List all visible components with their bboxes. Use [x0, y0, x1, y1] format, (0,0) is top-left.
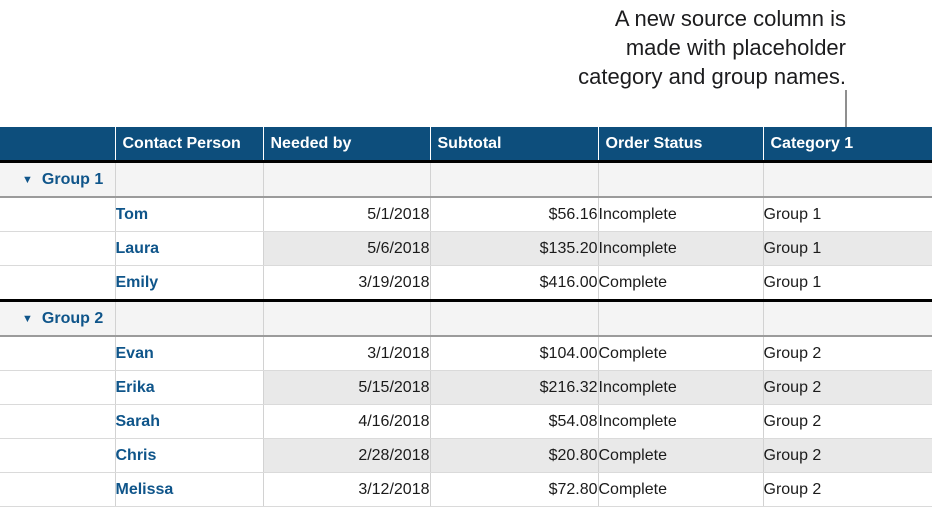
- category-cell[interactable]: Group 2: [763, 404, 932, 439]
- order-status-cell[interactable]: Complete: [598, 472, 764, 507]
- callout-pointer-line: [845, 90, 847, 127]
- column-header-category-1[interactable]: Category 1: [763, 127, 932, 163]
- callout-line-1: A new source column is: [614, 6, 846, 31]
- row-header-cell[interactable]: [0, 231, 116, 266]
- row-header-cell[interactable]: [0, 404, 116, 439]
- contact-cell[interactable]: Melissa: [115, 472, 264, 507]
- group-empty-cell[interactable]: [115, 161, 264, 198]
- category-cell[interactable]: Group 2: [763, 438, 932, 473]
- row-header-cell[interactable]: [0, 265, 116, 301]
- group-label-cell[interactable]: ▼ Group 2: [0, 299, 116, 337]
- group-empty-cell[interactable]: [598, 161, 764, 198]
- table-row: Erika 5/15/2018 $216.32 Incomplete Group 2: [0, 370, 932, 405]
- category-cell[interactable]: Group 1: [763, 265, 932, 301]
- needed-by-cell[interactable]: 4/16/2018: [263, 404, 431, 439]
- category-cell[interactable]: Group 1: [763, 197, 932, 232]
- category-cell[interactable]: Group 2: [763, 336, 932, 371]
- callout-annotation: A new source column is made with placeho…: [578, 4, 846, 91]
- category-cell[interactable]: Group 2: [763, 370, 932, 405]
- needed-by-cell[interactable]: 3/1/2018: [263, 336, 431, 371]
- order-status-cell[interactable]: Incomplete: [598, 404, 764, 439]
- group-empty-cell[interactable]: [263, 299, 431, 337]
- disclosure-triangle-icon[interactable]: ▼: [22, 312, 33, 325]
- group-header-row: ▼ Group 2: [0, 299, 932, 337]
- table-row: Chris 2/28/2018 $20.80 Complete Group 2: [0, 438, 932, 473]
- group-label: Group 2: [41, 309, 104, 327]
- needed-by-cell[interactable]: 2/28/2018: [263, 438, 431, 473]
- subtotal-cell[interactable]: $104.00: [430, 336, 599, 371]
- group-label-cell[interactable]: ▼ Group 1: [0, 161, 116, 198]
- subtotal-cell[interactable]: $216.32: [430, 370, 599, 405]
- column-header-subtotal[interactable]: Subtotal: [430, 127, 599, 163]
- table-row: Emily 3/19/2018 $416.00 Complete Group 1: [0, 265, 932, 301]
- table-row: Sarah 4/16/2018 $54.08 Incomplete Group 2: [0, 404, 932, 439]
- column-header-needed-by[interactable]: Needed by: [263, 127, 431, 163]
- needed-by-cell[interactable]: 5/1/2018: [263, 197, 431, 232]
- table-body: ▼ Group 1 Tom 5/1/2018 $56.16 Incomplete Group…: [0, 161, 932, 507]
- callout-line-2: made with placeholder: [625, 35, 846, 60]
- group-empty-cell[interactable]: [598, 299, 764, 337]
- column-header-row-handle[interactable]: [0, 127, 116, 163]
- row-header-cell[interactable]: [0, 370, 116, 405]
- subtotal-cell[interactable]: $54.08: [430, 404, 599, 439]
- subtotal-cell[interactable]: $416.00: [430, 265, 599, 301]
- row-header-cell[interactable]: [0, 197, 116, 232]
- group-empty-cell[interactable]: [763, 299, 932, 337]
- order-status-cell[interactable]: Complete: [598, 265, 764, 301]
- group-empty-cell[interactable]: [263, 161, 431, 198]
- group-empty-cell[interactable]: [430, 161, 599, 198]
- subtotal-cell[interactable]: $56.16: [430, 197, 599, 232]
- order-status-cell[interactable]: Complete: [598, 336, 764, 371]
- column-header-contact-person[interactable]: Contact Person: [115, 127, 264, 163]
- subtotal-cell[interactable]: $20.80: [430, 438, 599, 473]
- order-status-cell[interactable]: Incomplete: [598, 197, 764, 232]
- callout-line-3: category and group names.: [578, 64, 846, 89]
- order-status-cell[interactable]: Incomplete: [598, 370, 764, 405]
- table-row: Evan 3/1/2018 $104.00 Complete Group 2: [0, 336, 932, 371]
- subtotal-cell[interactable]: $135.20: [430, 231, 599, 266]
- order-status-cell[interactable]: Complete: [598, 438, 764, 473]
- contact-cell[interactable]: Emily: [115, 265, 264, 301]
- subtotal-cell[interactable]: $72.80: [430, 472, 599, 507]
- contact-cell[interactable]: Evan: [115, 336, 264, 371]
- table-header-row: Contact Person Needed by Subtotal Order Sta…: [0, 127, 932, 163]
- needed-by-cell[interactable]: 5/15/2018: [263, 370, 431, 405]
- category-cell[interactable]: Group 1: [763, 231, 932, 266]
- row-header-cell[interactable]: [0, 438, 116, 473]
- category-cell[interactable]: Group 2: [763, 472, 932, 507]
- contact-cell[interactable]: Sarah: [115, 404, 264, 439]
- table-row: Tom 5/1/2018 $56.16 Incomplete Group 1: [0, 197, 932, 232]
- order-status-cell[interactable]: Incomplete: [598, 231, 764, 266]
- group-empty-cell[interactable]: [115, 299, 264, 337]
- contact-cell[interactable]: Chris: [115, 438, 264, 473]
- row-header-cell[interactable]: [0, 336, 116, 371]
- contact-cell[interactable]: Laura: [115, 231, 264, 266]
- column-header-order-status[interactable]: Order Status: [598, 127, 764, 163]
- needed-by-cell[interactable]: 5/6/2018: [263, 231, 431, 266]
- group-label: Group 1: [41, 170, 104, 188]
- needed-by-cell[interactable]: 3/12/2018: [263, 472, 431, 507]
- disclosure-triangle-icon[interactable]: ▼: [22, 173, 33, 186]
- group-empty-cell[interactable]: [430, 299, 599, 337]
- categorized-table: Contact Person Needed by Subtotal Order Sta…: [0, 127, 932, 507]
- needed-by-cell[interactable]: 3/19/2018: [263, 265, 431, 301]
- table-row: Laura 5/6/2018 $135.20 Incomplete Group 1: [0, 231, 932, 266]
- contact-cell[interactable]: Erika: [115, 370, 264, 405]
- row-header-cell[interactable]: [0, 472, 116, 507]
- group-header-row: ▼ Group 1: [0, 161, 932, 198]
- table-row: Melissa 3/12/2018 $72.80 Complete Group 2: [0, 472, 932, 507]
- group-empty-cell[interactable]: [763, 161, 932, 198]
- contact-cell[interactable]: Tom: [115, 197, 264, 232]
